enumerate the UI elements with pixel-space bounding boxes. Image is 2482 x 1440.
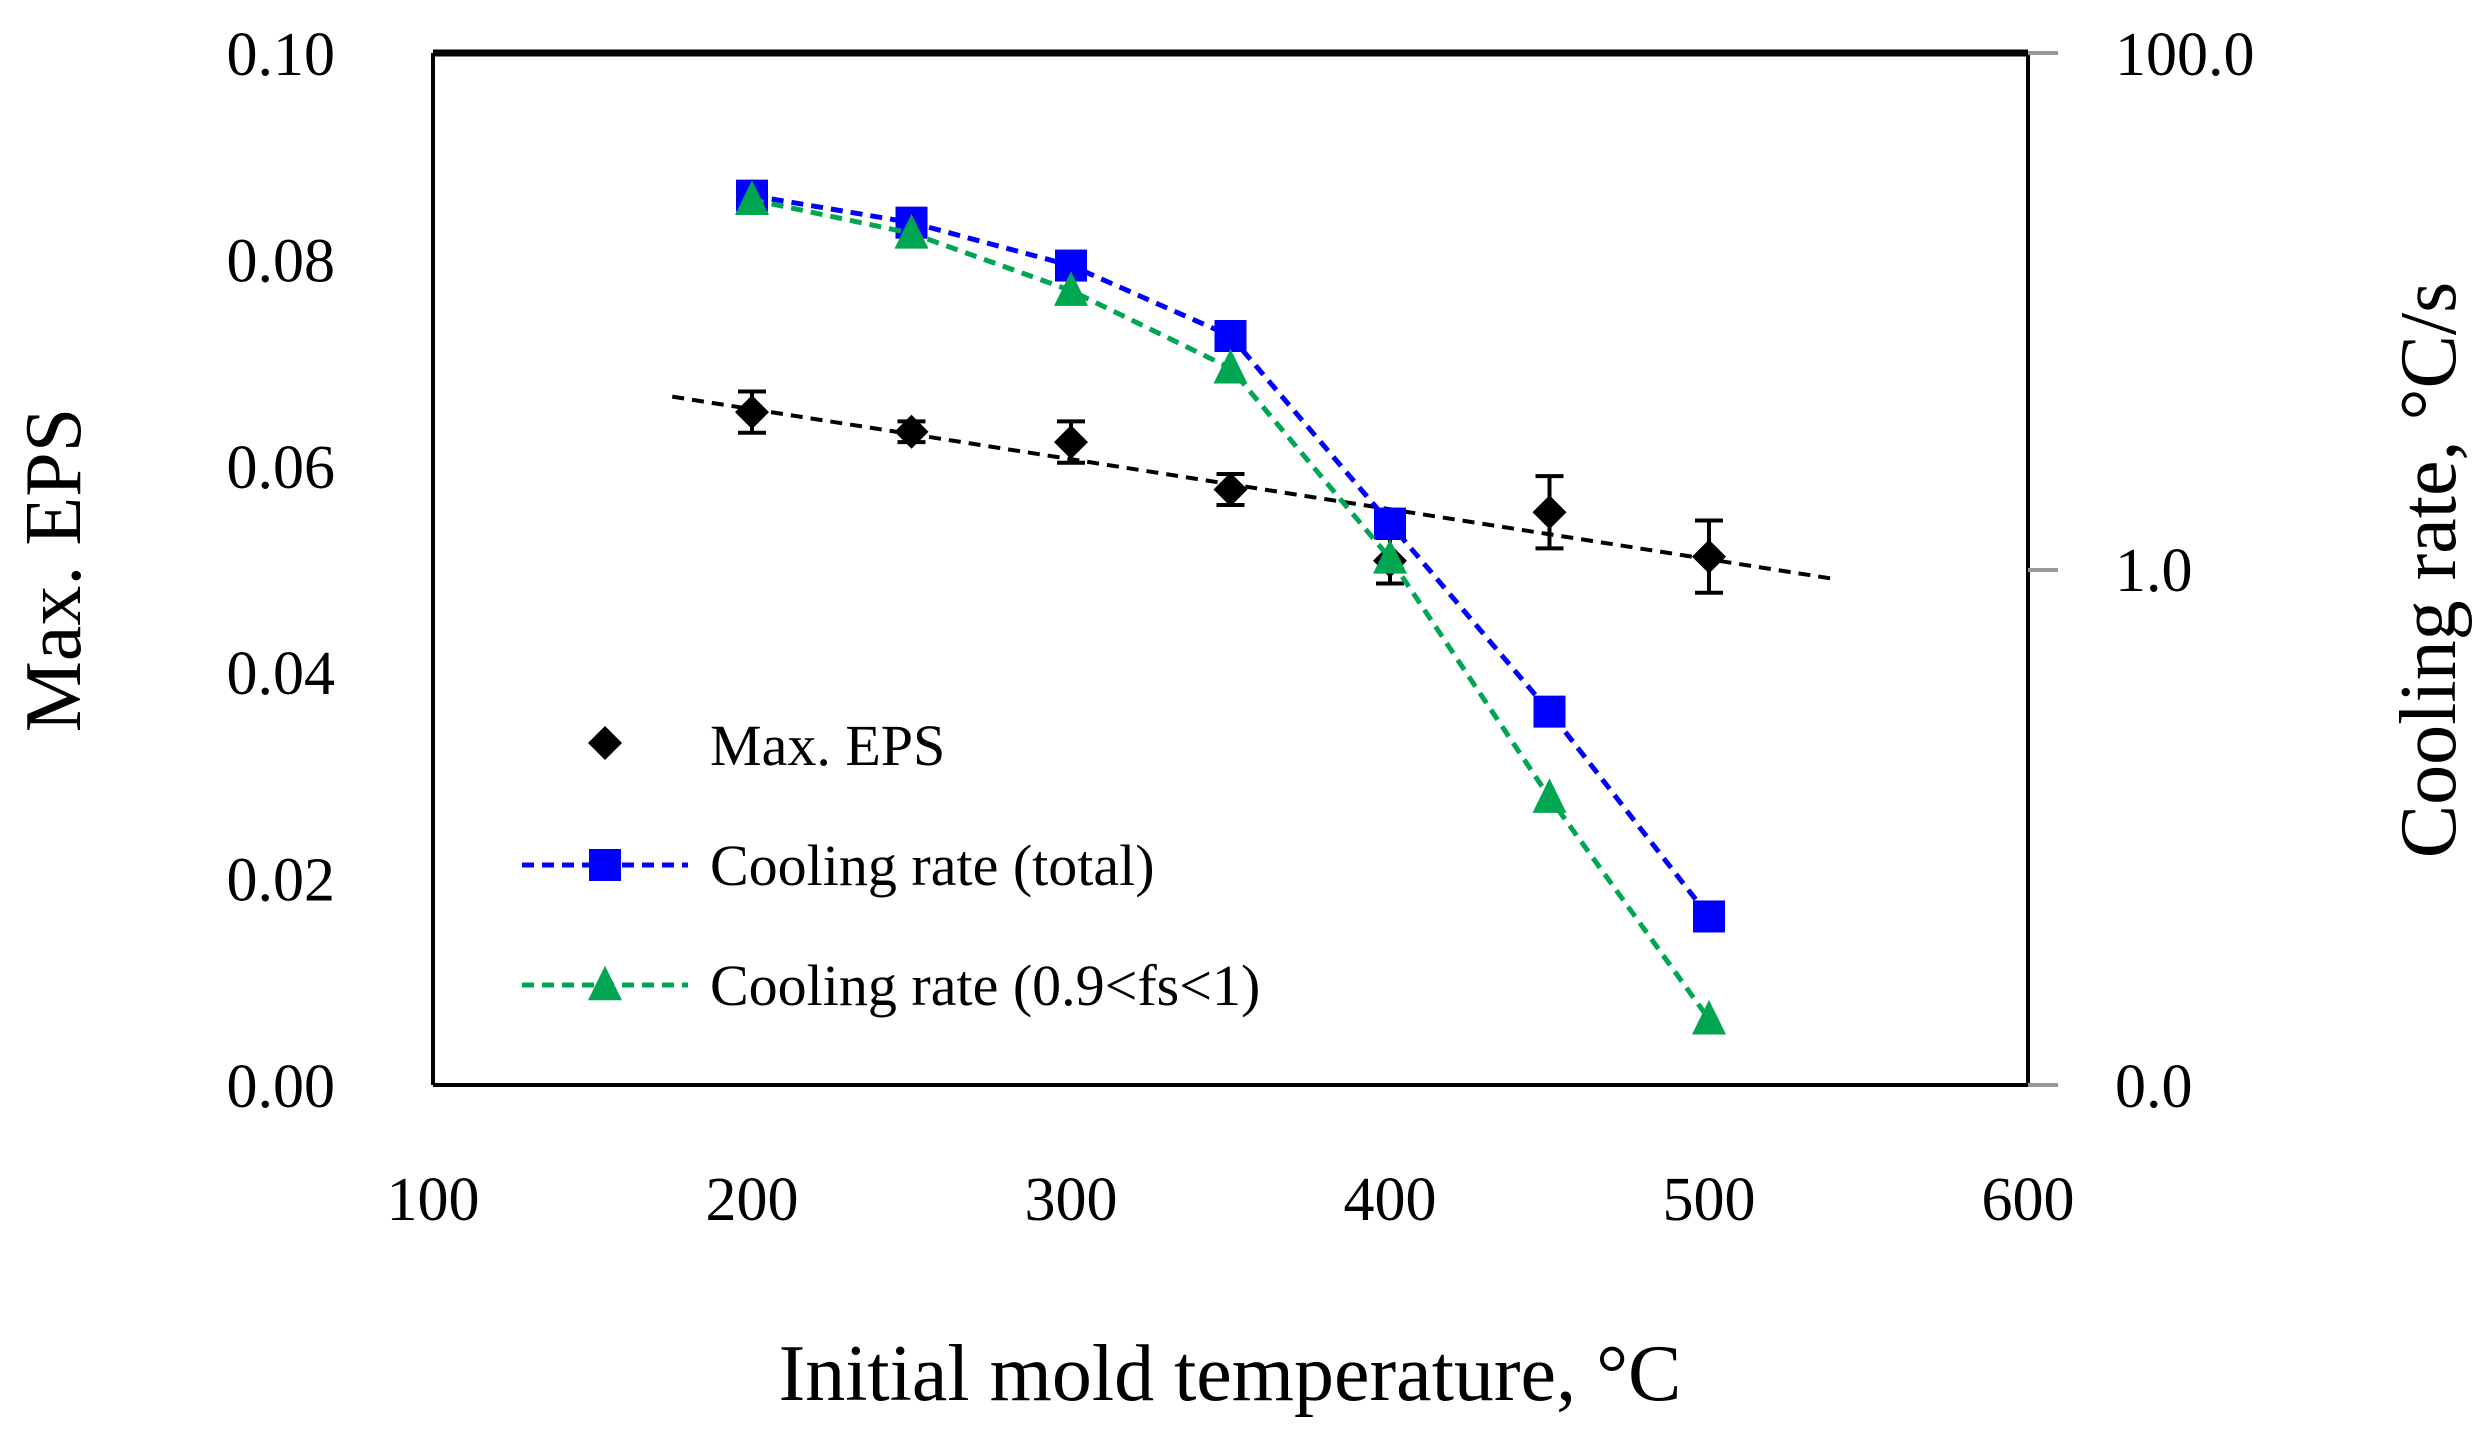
trendline <box>671 394 1837 582</box>
data-point-max-eps <box>735 395 769 430</box>
x-tick-label: 400 <box>1344 1166 1437 1234</box>
data-point-cooling-fs <box>1692 999 1726 1035</box>
x-tick-label: 500 <box>1663 1166 1756 1234</box>
data-point-max-eps <box>1692 539 1726 574</box>
y-left-axis-title: Max. EPS <box>10 408 98 733</box>
data-point-max-eps <box>1213 472 1248 507</box>
y-left-tick-labels: 0.00 0.02 0.04 0.06 0.08 0.10 <box>227 21 336 1121</box>
data-point-cooling-fs <box>1532 778 1567 813</box>
x-tick-labels: 100 200 300 400 500 600 <box>387 1166 2075 1234</box>
y-right-tick-labels: 0.0 1.0 100.0 <box>2115 21 2255 1121</box>
y-right-tick-label: 100.0 <box>2115 21 2255 89</box>
legend-marker-cooling-total <box>589 849 621 881</box>
plot-frame <box>431 49 2058 1087</box>
data-point-max-eps <box>1532 495 1567 530</box>
x-tick-label: 200 <box>706 1166 799 1234</box>
y-right-axis-title: Cooling rate, °C/s <box>2385 282 2473 858</box>
legend: Max. EPS Cooling rate (total) Cooling rate… <box>522 713 1260 1018</box>
data-point-cooling-fs <box>1373 539 1407 574</box>
data-point-cooling-fs <box>894 214 929 249</box>
x-tick-label: 300 <box>1025 1166 1118 1234</box>
legend-label: Max. EPS <box>710 713 945 778</box>
y-right-tick-label: 0.0 <box>2115 1053 2193 1121</box>
y-left-tick-label: 0.04 <box>227 640 336 708</box>
y-left-tick-label: 0.06 <box>227 434 336 502</box>
x-axis-title: Initial mold temperature, °C <box>779 1330 1682 1418</box>
data-point-cooling-total <box>1693 900 1725 933</box>
data-point-cooling-fs <box>1213 348 1248 384</box>
y-left-tick-label: 0.00 <box>227 1053 336 1121</box>
legend-label: Cooling rate (total) <box>710 833 1155 898</box>
y-left-tick-label: 0.08 <box>227 227 336 295</box>
data-point-cooling-total <box>1214 320 1247 353</box>
x-tick-label: 100 <box>387 1166 480 1234</box>
data-point-cooling-fs <box>1054 271 1088 306</box>
y-left-tick-label: 0.02 <box>227 847 336 915</box>
series-layer <box>671 179 1837 1035</box>
data-point-cooling-fs <box>735 180 769 216</box>
x-tick-label: 600 <box>1982 1166 2075 1234</box>
data-point-max-eps <box>1054 425 1088 460</box>
legend-marker-max-eps <box>588 726 622 760</box>
y-left-tick-label: 0.10 <box>227 21 336 89</box>
legend-label: Cooling rate (0.9<fs<1) <box>710 953 1260 1018</box>
data-point-cooling-total <box>1533 695 1566 728</box>
y-right-tick-label: 1.0 <box>2115 537 2193 605</box>
data-point-max-eps <box>894 414 929 449</box>
legend-marker-cooling-fs <box>588 965 622 1001</box>
data-point-cooling-total <box>1374 507 1406 540</box>
